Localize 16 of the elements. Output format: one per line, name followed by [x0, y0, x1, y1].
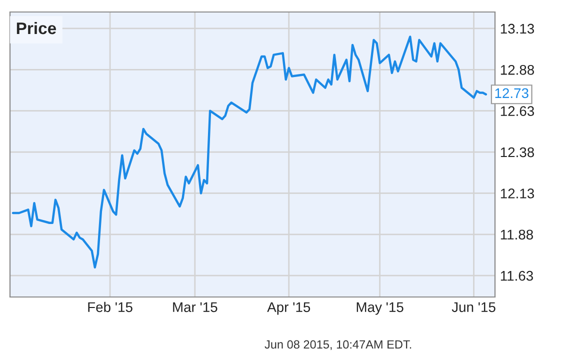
y-tick-label: 12.13 [500, 188, 534, 198]
x-tick-label: May '15 [356, 302, 404, 315]
y-tick-label: 11.88 [500, 230, 533, 240]
line-series [12, 36, 488, 268]
x-tick-label: Jun '15 [452, 302, 496, 312]
y-tick-label: 13.13 [500, 24, 534, 34]
y-tick-label: 12.38 [500, 147, 534, 158]
chart-title: Price [16, 22, 56, 34]
y-tick-label: 12.63 [500, 106, 534, 116]
annotation: 12.73 [495, 88, 528, 98]
text: Jun 08 2015, 10:47AM EDT. [264, 340, 412, 350]
x-tick-label: Apr '15 [267, 302, 310, 315]
y-tick-label: 12.88 [500, 64, 534, 75]
y-tick-label: 11.63 [500, 270, 533, 281]
x-tick-label: Mar '15 [173, 302, 218, 312]
x-tick-label: Feb '15 [88, 302, 132, 312]
